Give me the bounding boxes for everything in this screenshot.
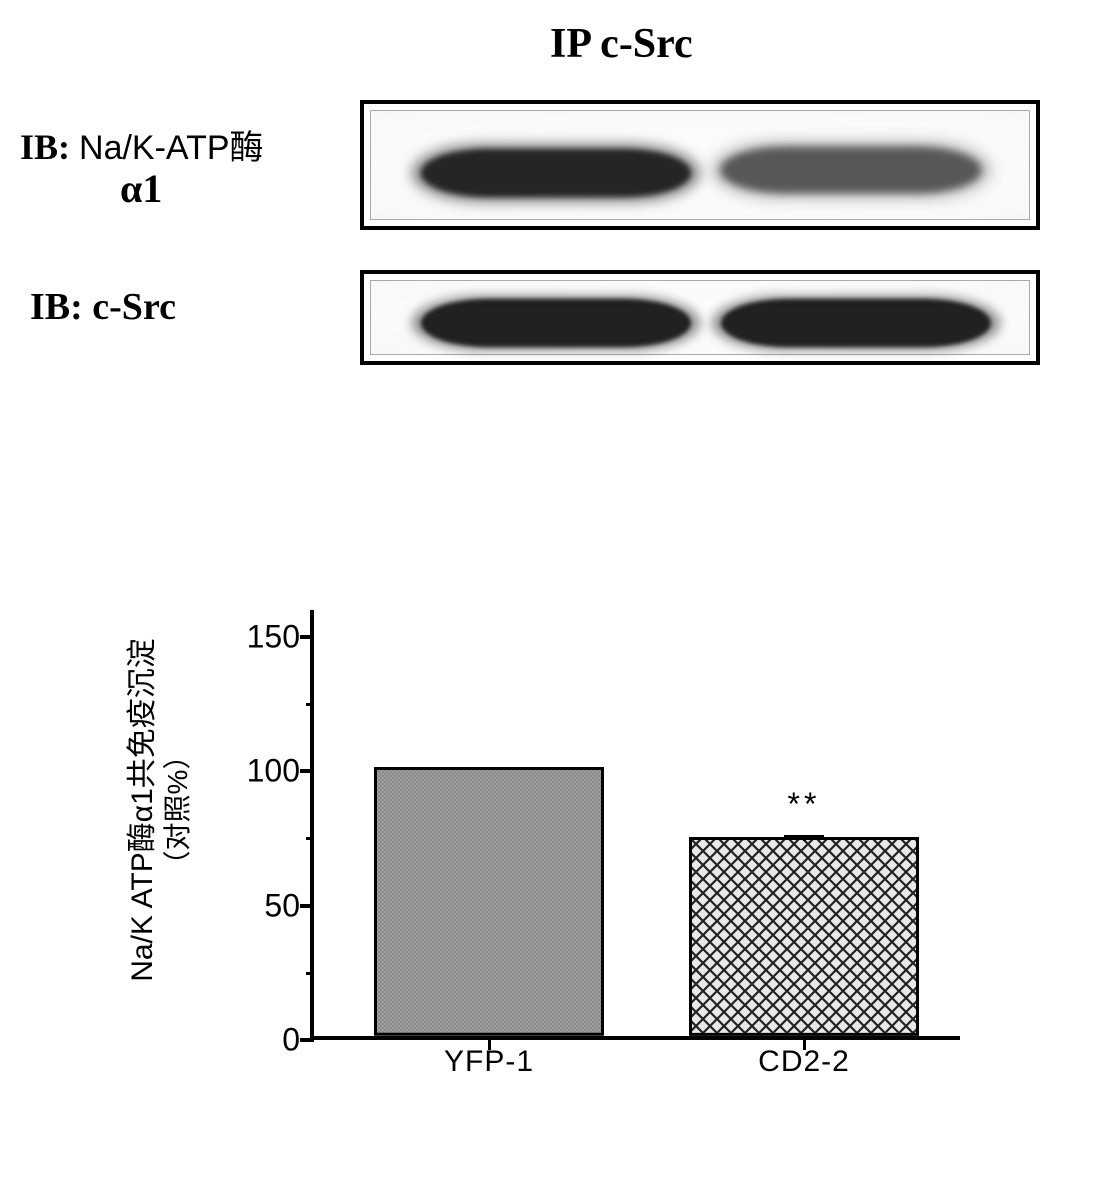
alpha1-label: α1 bbox=[120, 165, 162, 212]
ip-title: IP c-Src bbox=[550, 20, 693, 68]
error-bar-cap bbox=[784, 835, 824, 838]
blot-band bbox=[411, 295, 701, 351]
y-tick-label: 0 bbox=[282, 1022, 300, 1059]
y-tick-label: 150 bbox=[247, 618, 300, 655]
blot-band bbox=[711, 141, 991, 199]
chart-axes: 050100150YFP-1**CD2-2 bbox=[310, 610, 960, 1040]
ib-label-nak-atpase: IB: Na/K-ATP酶 bbox=[20, 120, 320, 169]
western-blot-panel: IP c-Src IB: Na/K-ATP酶 α1 IB: c-Src bbox=[0, 20, 1098, 420]
significance-marker: ** bbox=[788, 786, 821, 823]
y-tick bbox=[300, 904, 314, 908]
y-tick bbox=[300, 769, 314, 773]
blot-frame-nak bbox=[360, 100, 1040, 230]
ib-protein-name: Na/K-ATP酶 bbox=[79, 129, 264, 167]
ib-prefix: IB: bbox=[20, 127, 70, 167]
x-tick-label: CD2-2 bbox=[758, 1045, 850, 1079]
ib-label-csrc: IB: c-Src bbox=[30, 285, 176, 329]
bar bbox=[374, 767, 604, 1036]
y-axis-label-sub: （对照%） bbox=[161, 590, 195, 1030]
y-tick bbox=[300, 1038, 314, 1042]
y-tick bbox=[300, 635, 314, 639]
blot-frame-csrc bbox=[360, 270, 1040, 365]
y-axis-label-main: Na/K ATP酶α1共免疫沉淀 bbox=[125, 590, 161, 1030]
blot-band bbox=[411, 143, 701, 203]
bar bbox=[689, 837, 919, 1036]
y-axis-label: Na/K ATP酶α1共免疫沉淀 （对照%） bbox=[125, 590, 195, 1030]
blot-lane-area bbox=[370, 110, 1030, 220]
blot-band bbox=[711, 295, 1001, 351]
y-tick-label: 100 bbox=[247, 753, 300, 790]
y-tick-label: 50 bbox=[264, 887, 300, 924]
blot-lane-area bbox=[370, 280, 1030, 355]
y-tick-minor bbox=[306, 837, 314, 840]
y-tick-minor bbox=[306, 703, 314, 706]
x-tick-label: YFP-1 bbox=[444, 1045, 534, 1079]
bar-chart: Na/K ATP酶α1共免疫沉淀 （对照%） 050100150YFP-1**C… bbox=[130, 580, 1030, 1140]
y-tick-minor bbox=[306, 972, 314, 975]
